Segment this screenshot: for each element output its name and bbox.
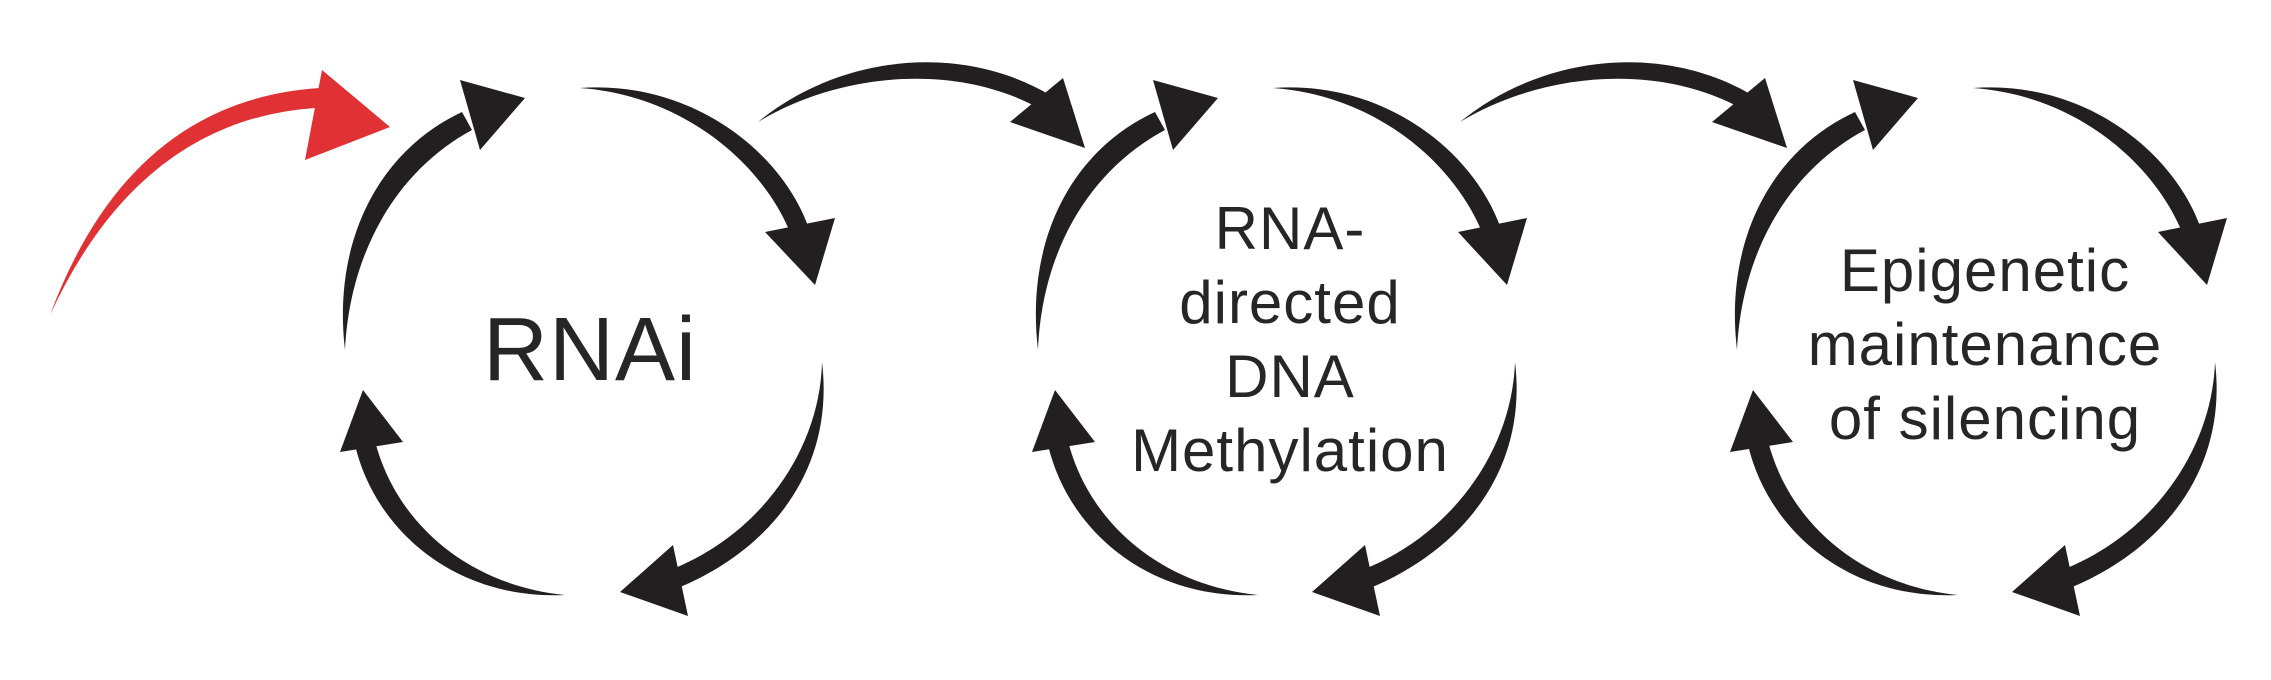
cycle-arrow-icon: [1273, 87, 1527, 285]
cycle-arrow-icon: [1973, 87, 2227, 285]
cycle-arrow-icon: [620, 362, 824, 616]
stage-label-rna-directed-dna-methylation: RNA- directed DNA Methylation: [1131, 195, 1449, 484]
cycle-arrow-icon: [580, 87, 835, 285]
cycle-arrow-icon: [1035, 80, 1218, 350]
initiating-arrow-icon: [50, 70, 390, 315]
cycle-1-arrows: [340, 80, 835, 616]
connector-arrow-icon: [1460, 62, 1787, 148]
cycle-2-arrows: [1032, 80, 1527, 616]
cycle-arrow-icon: [1312, 362, 1517, 616]
cycle-3-arrows: [1730, 80, 2227, 616]
cycle-arrow-icon: [2012, 362, 2217, 616]
cycle-arrow-icon: [340, 390, 565, 596]
stage-label-epigenetic-maintenance: Epigenetic maintenance of silencing: [1807, 237, 2163, 452]
connector-arrow-icon: [758, 62, 1085, 148]
stage-label-rnai: RNAi: [482, 300, 697, 400]
cycle-arrow-icon: [1730, 390, 1958, 596]
cycle-arrow-icon: [1032, 390, 1258, 596]
cycle-arrow-icon: [1734, 80, 1918, 350]
cycle-arrow-icon: [342, 80, 525, 350]
